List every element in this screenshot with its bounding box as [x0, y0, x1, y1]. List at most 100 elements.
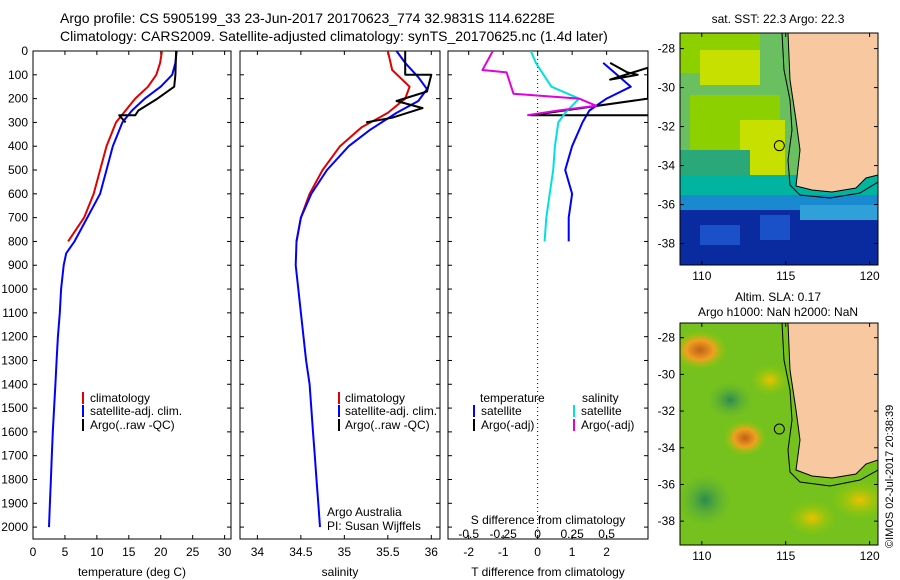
depth-tick-label: 900 [8, 258, 28, 272]
salinity-legend: climatology satellite-adj. clim. Argo(..… [327, 391, 437, 533]
legend-t-satellite: satellite [481, 404, 522, 418]
sst-map-frame [679, 32, 879, 266]
header-line1: Argo profile: CS 5905199_33 23-Jun-2017 … [60, 10, 555, 26]
depth-tick-label: 1200 [1, 330, 28, 344]
depth-tick-label: 1700 [1, 449, 28, 463]
depth-tick-label: 300 [8, 115, 28, 129]
x-tick-label: 34 [251, 545, 265, 559]
annotation-argo-australia: Argo Australia [327, 505, 402, 519]
map-lat-label: -34 [658, 441, 676, 455]
sst-map-axes: -28 -30 -32 -34 -36 -38 110 115 120 [658, 33, 880, 283]
map-lon-label: 110 [692, 269, 711, 283]
depth-tick-label: 2000 [1, 520, 28, 534]
map-lon-label: 120 [860, 269, 880, 283]
temperature-panel [32, 50, 232, 540]
s-tick-label: 0.5 [598, 527, 615, 541]
depth-tick-label: 100 [8, 68, 28, 82]
depth-tick-label: 1800 [1, 472, 28, 486]
series-line-temperature-satellite [564, 62, 632, 242]
x-tick-label: 34.5 [289, 545, 313, 559]
legend-climatology: climatology [345, 391, 405, 405]
legend-t-argo: Argo(-adj) [481, 418, 534, 432]
header-line2: Climatology: CARS2009. Satellite-adjuste… [60, 28, 608, 44]
depth-tick-label: 0 [21, 44, 28, 58]
depth-tick-label: 400 [8, 139, 28, 153]
series-line-argo-raw-qc- [118, 51, 178, 124]
depth-tick-label: 200 [8, 92, 28, 106]
legend-argo: Argo(..raw -QC) [90, 418, 175, 432]
s-tick-label: -0.5 [458, 527, 479, 541]
map-lat-label: -30 [658, 81, 676, 95]
salinity-series [294, 51, 433, 528]
depth-tick-label: 500 [8, 163, 28, 177]
series-line-argo-raw-qc- [365, 51, 433, 124]
t-difference-x-label: T difference from climatology [471, 565, 625, 579]
depth-tick-label: 1000 [1, 282, 28, 296]
argo-position-marker [773, 140, 785, 152]
map-lat-label: -34 [658, 159, 676, 173]
sla-map-axes: -28 -30 -32 -34 -36 -38 110 115 120 [658, 323, 880, 563]
temperature-series [48, 51, 178, 528]
temperature-x-label: temperature (deg C) [78, 565, 186, 579]
sst-map [680, 33, 878, 265]
legend-satellite: satellite-adj. clim. [345, 404, 437, 418]
s-tick-label: 0.25 [560, 527, 584, 541]
legend-salinity-heading: salinity [582, 391, 619, 405]
series-line-satellite-adj-clim- [48, 51, 178, 528]
legend-climatology: climatology [90, 391, 150, 405]
map-lon-label: 115 [776, 269, 795, 283]
map-lat-label: -38 [658, 237, 676, 251]
temperature-x-axis: 0 5 10 15 20 25 30 [30, 51, 232, 559]
s-tick-label: 0 [534, 527, 541, 541]
x-tick-label: 35.5 [376, 545, 400, 559]
salinity-panel [239, 50, 441, 540]
legend-argo: Argo(..raw -QC) [345, 418, 430, 432]
map-lat-label: -32 [658, 120, 676, 134]
depth-tick-label: 1100 [2, 306, 28, 320]
series-line-salinity-satellite [529, 51, 580, 242]
x-tick-label: 25 [186, 545, 200, 559]
series-line-argo-adj-salinity [481, 51, 598, 117]
depth-tick-label: 700 [8, 211, 28, 225]
map-lat-label: -36 [658, 477, 676, 491]
sst-map-title: sat. SST: 22.3 Argo: 22.3 [712, 12, 845, 26]
s-difference-label: S difference from climatology [471, 513, 626, 527]
depth-tick-label: 1300 [1, 353, 28, 367]
x-tick-label: 5 [62, 545, 69, 559]
map-lat-label: -28 [658, 42, 676, 56]
sla-map-title1: Altim. SLA: 0.17 [735, 290, 821, 304]
map-lon-label: 115 [776, 549, 795, 563]
t-difference-x-axis: -2 -1 0 1 2 [463, 51, 610, 559]
map-lat-label: -38 [658, 514, 676, 528]
imos-credit: ©IMOS 02-Jul-2017 20:38:39 [884, 405, 896, 548]
difference-panel [447, 50, 649, 540]
sla-map [680, 323, 878, 545]
depth-tick-label: 1500 [1, 401, 28, 415]
map-lat-label: -36 [658, 198, 676, 212]
map-lat-label: -28 [658, 331, 676, 345]
s-tick-label: -0.25 [489, 527, 517, 541]
salinity-x-label: salinity [322, 565, 359, 579]
x-tick-label: 10 [90, 545, 104, 559]
temperature-legend: climatology satellite-adj. clim. Argo(..… [82, 391, 182, 432]
legend-s-satellite: satellite [581, 404, 622, 418]
x-tick-label: 1 [569, 545, 576, 559]
sla-map-title2: Argo h1000: NaN h2000: NaN [698, 305, 858, 319]
map-lon-label: 120 [860, 549, 880, 563]
x-tick-label: -1 [498, 545, 509, 559]
x-tick-label: 15 [122, 545, 136, 559]
depth-tick-label: 1400 [1, 377, 28, 391]
series-line-satellite-adj-clim- [294, 51, 428, 528]
depth-tick-label: 600 [8, 187, 28, 201]
difference-legend: temperature satellite Argo(-adj) salinit… [473, 391, 634, 432]
x-tick-label: 0 [30, 545, 37, 559]
argo-position-marker [773, 423, 785, 435]
map-lat-label: -30 [658, 367, 676, 381]
salinity-x-axis: 34 34.5 35 35.5 36 [251, 51, 438, 559]
legend-temperature-heading: temperature [480, 391, 545, 405]
depth-axis: 0 100 200 300 400 500 600 700 800 900 1000 1100 1200… [1, 44, 648, 534]
map-lat-label: -32 [658, 404, 676, 418]
x-tick-label: -2 [463, 545, 474, 559]
x-tick-label: 35 [338, 545, 352, 559]
